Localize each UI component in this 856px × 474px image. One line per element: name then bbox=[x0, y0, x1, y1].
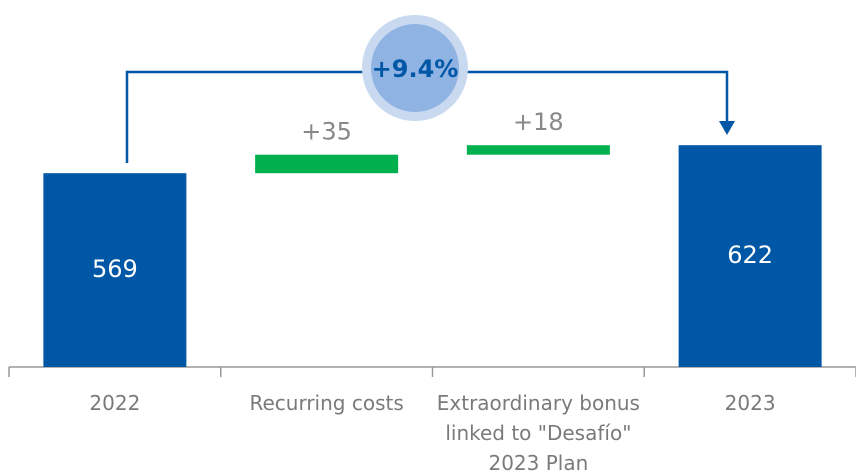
annotation: +9.4% bbox=[372, 55, 459, 83]
value-label: +35 bbox=[301, 118, 352, 146]
value-label: 569 bbox=[92, 255, 138, 283]
bar bbox=[255, 154, 399, 174]
value-label: 622 bbox=[727, 241, 773, 269]
x-tick-label: 2022 bbox=[89, 391, 141, 415]
badge bbox=[371, 24, 459, 112]
x-tick-label: Recurring costs bbox=[249, 391, 404, 415]
x-tick-label: 2023 bbox=[724, 391, 776, 415]
x-tick-label: Extraordinary bonus linked to "Desafío" … bbox=[436, 391, 640, 474]
bar bbox=[466, 145, 610, 155]
bar bbox=[43, 173, 187, 367]
value-label: +18 bbox=[513, 108, 564, 136]
arrow-head bbox=[719, 121, 735, 135]
bar bbox=[678, 145, 822, 367]
